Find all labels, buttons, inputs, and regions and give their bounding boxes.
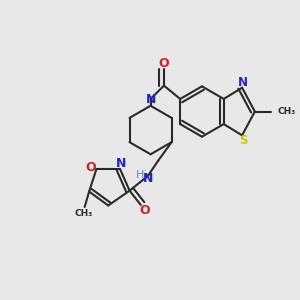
Text: O: O xyxy=(158,57,169,70)
Text: CH₃: CH₃ xyxy=(278,107,296,116)
Text: N: N xyxy=(143,172,154,185)
Text: O: O xyxy=(140,204,150,217)
Text: N: N xyxy=(146,93,156,106)
Text: H: H xyxy=(135,170,144,180)
Text: O: O xyxy=(85,161,96,174)
Text: N: N xyxy=(238,76,248,89)
Text: CH₃: CH₃ xyxy=(74,209,92,218)
Text: S: S xyxy=(239,134,248,148)
Text: N: N xyxy=(116,157,126,170)
